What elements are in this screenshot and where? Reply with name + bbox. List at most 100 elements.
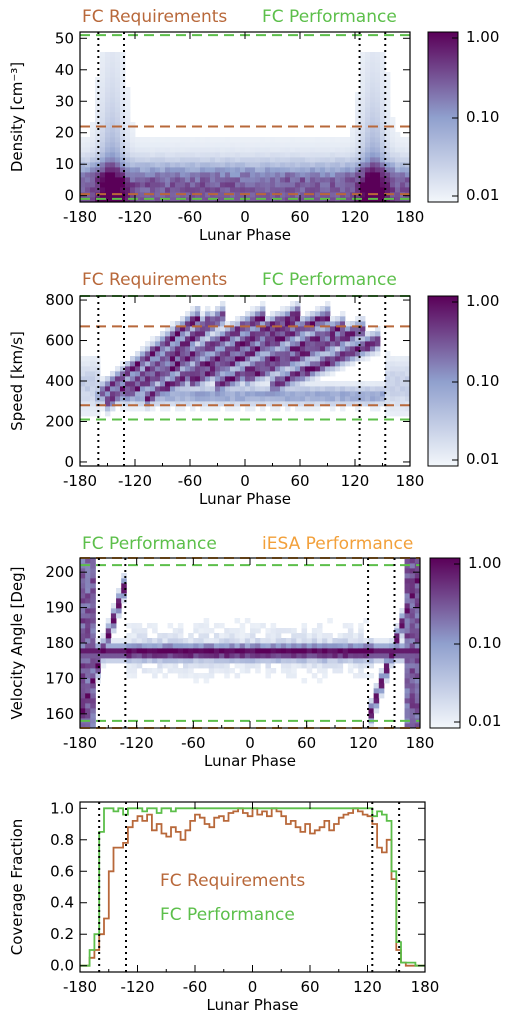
heatmap-cell (365, 62, 371, 68)
heatmap-cell (360, 102, 366, 108)
heatmap-cell (110, 391, 116, 397)
heatmap-cell (195, 326, 201, 332)
heatmap-cell (160, 371, 166, 377)
heatmap-cell (165, 361, 171, 367)
heatmap-cell (340, 361, 346, 367)
heatmap-cell (130, 157, 136, 163)
heatmap-cell (358, 668, 364, 674)
heatmap-cell (325, 182, 331, 188)
heatmap-cell (170, 167, 176, 173)
heatmap-cell (239, 668, 246, 674)
heatmap-cell (130, 406, 136, 412)
heatmap-cell (385, 391, 391, 397)
heatmap-cell (270, 331, 276, 337)
heatmap-cell (255, 341, 261, 347)
heatmap-cell (404, 598, 411, 604)
heatmap-cell (180, 152, 186, 158)
heatmap-cell (100, 167, 106, 173)
heatmap-cell (325, 187, 331, 193)
heatmap-cell (270, 371, 276, 377)
heatmap-cell (275, 628, 282, 634)
heatmap-cell (380, 117, 386, 123)
heatmap-cell (286, 663, 292, 669)
heatmap-cell (385, 162, 391, 168)
heatmap-cell (330, 386, 336, 392)
heatmap-cell (404, 573, 411, 579)
heatmap-cell (310, 321, 316, 327)
heatmap-cell (190, 401, 196, 407)
heatmap-cell (140, 391, 146, 397)
heatmap-cell (230, 386, 236, 392)
heatmap-cell (355, 167, 361, 173)
heatmap-cell (160, 376, 166, 382)
heatmap-cell (190, 341, 196, 347)
heatmap-cell (370, 346, 376, 352)
heatmap-cell (311, 633, 318, 639)
heatmap-cell (330, 167, 336, 173)
heatmap-cell (230, 137, 236, 143)
heatmap-cell (255, 628, 261, 634)
heatmap-cell (110, 87, 116, 93)
heatmap-cell (404, 638, 411, 644)
heatmap-cell (265, 147, 271, 153)
heatmap-cell (375, 137, 381, 143)
heatmap-cell (80, 678, 86, 684)
heatmap-cell (110, 72, 116, 78)
heatmap-cell (255, 177, 261, 183)
heatmap-cell (370, 162, 376, 168)
heatmap-cell (315, 361, 321, 367)
heatmap-cell (160, 356, 166, 362)
heatmap-cell (245, 157, 251, 163)
heatmap-cell (320, 361, 326, 367)
heatmap-cell (327, 648, 333, 654)
heatmap-cell (198, 648, 205, 654)
heatmap-cell (190, 157, 196, 163)
heatmap-cell (409, 703, 416, 709)
heatmap-cell (100, 391, 106, 397)
heatmap-cell (305, 187, 311, 193)
heatmap-cell (285, 401, 291, 407)
colorbar-tick-label: 1.00 (468, 554, 501, 572)
x-tick-label: -60 (178, 472, 203, 490)
heatmap-cell (120, 162, 126, 168)
heatmap-cell (250, 187, 256, 193)
heatmap-cell (332, 663, 338, 669)
heatmap-cell (395, 182, 401, 188)
heatmap-cell (255, 391, 261, 397)
heatmap-cell (250, 167, 256, 173)
heatmap-cell (175, 147, 181, 153)
heatmap-cell (175, 336, 181, 342)
heatmap-cell (110, 137, 116, 143)
heatmap-cell (375, 162, 381, 168)
heatmap-cell (105, 112, 111, 118)
heatmap-cell (208, 638, 215, 644)
heatmap-cell (280, 648, 287, 654)
heatmap-cell (414, 708, 421, 714)
heatmap-cell (265, 351, 271, 357)
heatmap-cell (115, 87, 121, 93)
heatmap-cell (275, 376, 281, 382)
heatmap-cell (270, 147, 276, 153)
heatmap-cell (190, 167, 196, 173)
heatmap-cell (305, 177, 311, 183)
heatmap-cell (250, 306, 256, 312)
heatmap-cell (340, 321, 346, 327)
heatmap-cell (390, 172, 396, 178)
heatmap-cell (255, 376, 261, 382)
heatmap-cell (90, 366, 96, 372)
heatmap-cell (120, 396, 126, 402)
heatmap-cell (335, 162, 341, 168)
heatmap-cell (180, 142, 186, 148)
heatmap-cell (145, 167, 151, 173)
y-axis-label: Velocity Angle [Deg] (8, 566, 26, 719)
heatmap-cell (125, 157, 131, 163)
heatmap-cell (285, 187, 291, 193)
heatmap-cell (330, 162, 336, 168)
heatmap-cell (260, 336, 266, 342)
heatmap-cell (400, 356, 406, 362)
heatmap-cell (275, 177, 281, 183)
heatmap-cell (210, 187, 216, 193)
heatmap-cell (115, 371, 121, 377)
heatmap-cell (165, 376, 171, 382)
heatmap-cell (85, 578, 91, 584)
